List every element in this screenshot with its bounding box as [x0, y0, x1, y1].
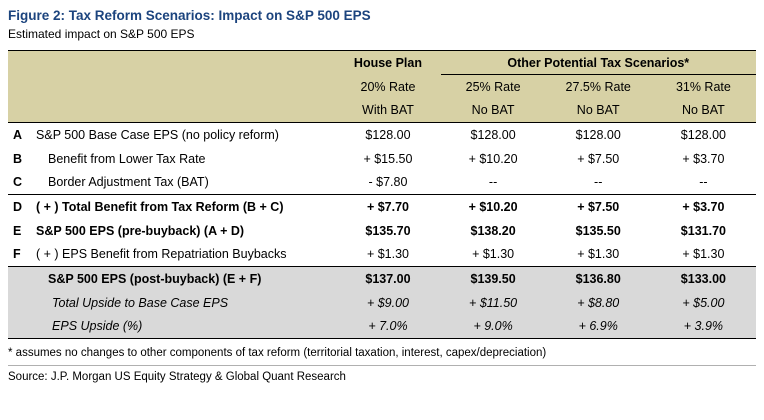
table-row-eps-pre-buyback: E S&P 500 EPS (pre-buyback) (A + D) $135…: [8, 219, 756, 243]
col-header-bat-3: No BAT: [650, 98, 756, 123]
row-value: --: [594, 175, 603, 190]
row-value: $135.50: [575, 223, 621, 238]
col-header-rate-27-5: 27.5% Rate: [545, 74, 651, 99]
row-value: + $10.20: [440, 194, 546, 219]
row-value: + $8.80: [545, 290, 651, 315]
figure-title: Figure 2: Tax Reform Scenarios: Impact o…: [8, 8, 371, 23]
row-value: + $1.30: [472, 247, 515, 262]
row-value: $137.00: [335, 266, 441, 291]
row-label: ( + ) Total Benefit from Tax Reform (B +…: [32, 194, 336, 219]
row-value: + $1.30: [682, 247, 725, 262]
row-value: - $7.80: [368, 175, 408, 190]
row-value: + $11.50: [440, 290, 546, 315]
header-spacer: [8, 50, 336, 75]
row-value: + $1.30: [577, 247, 620, 262]
table-row-border-adjustment-tax: C Border Adjustment Tax (BAT) - $7.80 --…: [8, 171, 756, 195]
row-value: --: [699, 175, 708, 190]
row-value: $128.00: [680, 127, 726, 142]
header-spacer: [8, 98, 336, 123]
table-row-total-benefit: D ( + ) Total Benefit from Tax Reform (B…: [8, 194, 756, 219]
row-letter: [8, 314, 33, 339]
row-label: S&P 500 EPS (pre-buyback) (A + D): [36, 223, 245, 238]
row-value: + $5.00: [650, 290, 756, 315]
row-label: Total Upside to Base Case EPS: [32, 290, 336, 315]
row-value: $128.00: [470, 127, 516, 142]
row-value: + $7.50: [545, 194, 651, 219]
row-value: + 7.0%: [335, 314, 441, 339]
col-header-bat-1: No BAT: [440, 98, 546, 123]
col-header-rate-20: 20% Rate: [335, 74, 441, 99]
table-row-eps-upside-pct: EPS Upside (%) + 7.0% + 9.0% + 6.9% + 3.…: [8, 314, 756, 339]
row-letter: [8, 290, 33, 315]
row-value: + 3.9%: [650, 314, 756, 339]
row-label: ( + ) EPS Benefit from Repatriation Buyb…: [36, 247, 287, 262]
row-value: $131.70: [680, 223, 726, 238]
row-letter: C: [13, 175, 23, 190]
row-value: $133.00: [650, 266, 756, 291]
row-label: EPS Upside (%): [32, 314, 336, 339]
table-row-base-case: A S&P 500 Base Case EPS (no policy refor…: [8, 123, 756, 147]
eps-impact-table: House Plan Other Potential Tax Scenarios…: [8, 50, 756, 339]
row-value: $135.70: [365, 223, 411, 238]
row-label: S&P 500 Base Case EPS (no policy reform): [36, 127, 279, 142]
row-letter: E: [13, 223, 22, 238]
row-value: + 9.0%: [440, 314, 546, 339]
row-value: + 6.9%: [545, 314, 651, 339]
row-letter: [8, 266, 33, 291]
row-value: + $9.00: [335, 290, 441, 315]
header-bat-row: With BAT No BAT No BAT No BAT: [8, 98, 756, 123]
row-value: + $3.70: [650, 194, 756, 219]
table-row-lower-tax-benefit: B Benefit from Lower Tax Rate + $15.50 +…: [8, 147, 756, 171]
row-label: Benefit from Lower Tax Rate: [48, 151, 206, 166]
header-rate-row: 20% Rate 25% Rate 27.5% Rate 31% Rate: [8, 74, 756, 99]
col-header-bat-2: No BAT: [545, 98, 651, 123]
header-group-row: House Plan Other Potential Tax Scenarios…: [8, 50, 756, 75]
figure-subtitle: Estimated impact on S&P 500 EPS: [8, 27, 195, 41]
row-value: $139.50: [440, 266, 546, 291]
col-group-other-scenarios: Other Potential Tax Scenarios*: [440, 50, 756, 75]
source-line: Source: J.P. Morgan US Equity Strategy &…: [8, 371, 346, 383]
row-letter: A: [13, 127, 23, 142]
row-letter: F: [13, 247, 21, 262]
table-row-eps-post-buyback: S&P 500 EPS (post-buyback) (E + F) $137.…: [8, 266, 756, 291]
table-row-total-upside: Total Upside to Base Case EPS + $9.00 + …: [8, 290, 756, 315]
row-value: + $10.20: [468, 151, 518, 166]
row-value: + $7.50: [577, 151, 620, 166]
row-value: $128.00: [575, 127, 621, 142]
row-value: + $15.50: [363, 151, 413, 166]
row-label: Border Adjustment Tax (BAT): [48, 175, 209, 190]
footnote: * assumes no changes to other components…: [8, 346, 756, 366]
row-label: S&P 500 EPS (post-buyback) (E + F): [32, 266, 336, 291]
row-value: + $7.70: [335, 194, 441, 219]
figure-container: Figure 2: Tax Reform Scenarios: Impact o…: [8, 8, 756, 383]
table-body: A S&P 500 Base Case EPS (no policy refor…: [8, 123, 756, 339]
row-value: $128.00: [365, 127, 411, 142]
table-header: House Plan Other Potential Tax Scenarios…: [8, 50, 756, 123]
col-header-bat-0: With BAT: [335, 98, 441, 123]
table-row-repatriation-buybacks: F ( + ) EPS Benefit from Repatriation Bu…: [8, 243, 756, 267]
row-value: $136.80: [545, 266, 651, 291]
row-value: + $3.70: [682, 151, 725, 166]
row-value: --: [488, 175, 498, 190]
col-group-house-plan: House Plan: [335, 50, 441, 75]
col-header-rate-25: 25% Rate: [440, 74, 546, 99]
row-letter: D: [8, 194, 33, 219]
row-value: + $1.30: [366, 247, 409, 262]
row-value: $138.20: [470, 223, 516, 238]
row-letter: B: [13, 151, 23, 166]
col-header-rate-31: 31% Rate: [650, 74, 756, 99]
header-spacer: [8, 74, 336, 99]
